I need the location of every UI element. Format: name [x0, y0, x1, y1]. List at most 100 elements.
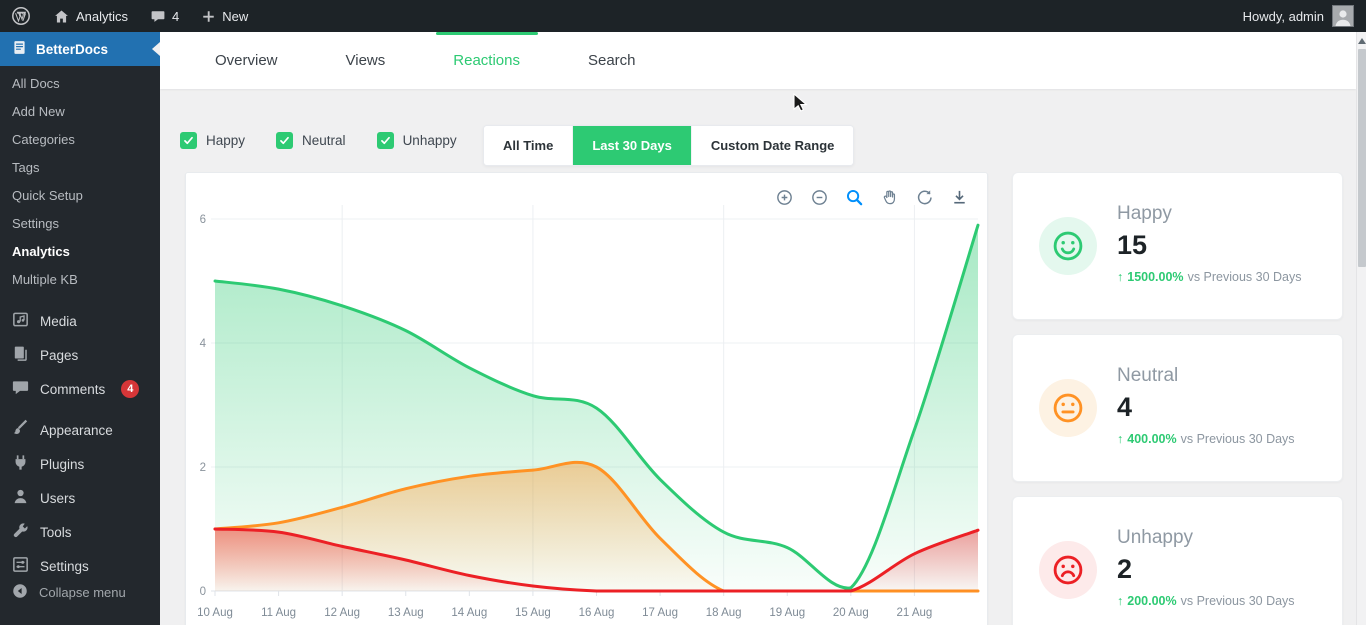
site-name-menu[interactable]: Analytics: [42, 0, 139, 32]
sidebar-item-analytics[interactable]: Analytics: [12, 244, 70, 259]
checkbox-checked-icon: [180, 132, 197, 149]
mouse-cursor: [793, 92, 811, 120]
analytics-tab-bar: Overview Views Reactions Search: [160, 32, 1356, 89]
comments-adminbar-menu[interactable]: 4: [139, 0, 190, 32]
sidebar-item-all-docs[interactable]: All Docs: [12, 76, 60, 91]
sidebar-item-categories[interactable]: Categories: [12, 132, 75, 147]
reactions-chart-panel: 0 2 4 6 10 Aug 11 Aug 12 Aug 13 Aug 14 Aug 15 Aug…: [185, 172, 988, 625]
last-30-days-button[interactable]: Last 30 Days: [573, 126, 692, 165]
sidebar-item-pages[interactable]: Pages: [0, 338, 160, 372]
howdy-menu[interactable]: Howdy, admin: [1231, 0, 1366, 32]
selection-zoom-icon[interactable]: [844, 187, 864, 207]
delta-up-arrow-icon: ↑: [1117, 594, 1124, 608]
sidebar-item-quick-setup[interactable]: Quick Setup: [12, 188, 83, 203]
settings-icon: [11, 555, 30, 577]
tab-reactions[interactable]: Reactions: [435, 32, 538, 89]
wordpress-logo-icon: [11, 6, 31, 26]
card-title: Unhappy: [1117, 527, 1194, 548]
neutral-card: Neutral 4 ↑ 400.00% vs Previous 30 Days: [1012, 334, 1343, 482]
happy-card: Happy 15 ↑ 1500.00% vs Previous 30 Days: [1012, 172, 1343, 320]
comments-count-badge: 4: [121, 380, 140, 398]
card-value: 4: [1117, 392, 1133, 422]
sidebar-item-settings[interactable]: Settings: [0, 549, 160, 583]
reset-zoom-icon[interactable]: [914, 187, 934, 207]
tools-icon: [11, 521, 30, 543]
svg-text:15 Aug: 15 Aug: [515, 607, 551, 619]
sidebar-item-settings-sub[interactable]: Settings: [12, 216, 59, 231]
pages-icon: [11, 344, 30, 366]
site-name-label: Analytics: [76, 8, 129, 24]
chart-toolbar: [774, 187, 969, 207]
sidebar-item-add-new[interactable]: Add New: [12, 104, 65, 119]
new-menu[interactable]: New: [190, 0, 259, 32]
series-line-unhappy: [213, 527, 980, 593]
reaction-stat-cards: Happy 15 ↑ 1500.00% vs Previous 30 Days …: [1012, 172, 1343, 625]
pan-icon[interactable]: [879, 187, 899, 207]
reactions-chart[interactable]: 0 2 4 6 10 Aug 11 Aug 12 Aug 13 Aug 14 Aug 15 Aug…: [186, 173, 989, 625]
avatar: [1332, 5, 1354, 27]
card-title: Happy: [1117, 203, 1172, 224]
howdy-label: Howdy, admin: [1242, 8, 1324, 24]
delta-up-arrow-icon: ↑: [1117, 270, 1124, 284]
svg-text:12 Aug: 12 Aug: [324, 607, 360, 619]
svg-text:13 Aug: 13 Aug: [388, 607, 424, 619]
unhappy-checkbox[interactable]: Unhappy: [376, 132, 457, 149]
new-label: New: [222, 8, 249, 24]
betterdocs-submenu: All Docs Add New Categories Tags Quick S…: [0, 66, 160, 300]
checkbox-checked-icon: [276, 132, 294, 149]
tab-search[interactable]: Search: [587, 52, 636, 69]
sidebar-item-users[interactable]: Users: [0, 481, 160, 515]
sidebar-item-plugins[interactable]: Plugins: [0, 447, 160, 481]
card-value: 2: [1117, 554, 1133, 584]
plus-icon: [201, 9, 216, 24]
sidebar-item-media[interactable]: Media: [0, 304, 160, 338]
zoom-out-icon[interactable]: [809, 187, 829, 207]
media-icon: [11, 310, 30, 332]
svg-text:21 Aug: 21 Aug: [897, 607, 933, 619]
delta-up-arrow-icon: ↑: [1117, 432, 1124, 446]
admin-sidebar: BetterDocs All Docs Add New Categories T…: [0, 32, 160, 625]
svg-text:6: 6: [200, 214, 206, 226]
date-range-group: All Time Last 30 Days Custom Date Range: [483, 125, 855, 166]
sidebar-item-tags[interactable]: Tags: [12, 160, 40, 175]
happy-checkbox[interactable]: Happy: [180, 132, 245, 149]
card-value: 15: [1117, 230, 1148, 260]
checkbox-checked-icon: [376, 132, 394, 149]
scrollbar-up-arrow[interactable]: [1357, 36, 1366, 46]
svg-text:4: 4: [200, 338, 207, 350]
betterdocs-label: BetterDocs: [36, 41, 109, 57]
happy-face-icon: [1039, 217, 1097, 275]
plugins-icon: [11, 453, 30, 475]
series-area-unhappy: [215, 529, 978, 591]
tab-overview[interactable]: Overview: [215, 52, 278, 69]
neutral-face-icon: [1039, 379, 1097, 437]
svg-text:2: 2: [200, 462, 206, 474]
svg-text:16 Aug: 16 Aug: [579, 607, 615, 619]
card-delta: ↑ 1500.00% vs Previous 30 Days: [1117, 270, 1302, 284]
scrollbar-thumb[interactable]: [1358, 49, 1366, 267]
page-scrollbar: [1356, 32, 1366, 625]
wp-logo-menu[interactable]: [0, 0, 42, 32]
zoom-in-icon[interactable]: [774, 187, 794, 207]
svg-text:10 Aug: 10 Aug: [197, 607, 233, 619]
sidebar-item-comments[interactable]: Comments 4: [0, 372, 160, 406]
sidebar-item-multiple-kb[interactable]: Multiple KB: [12, 272, 78, 287]
sidebar-collapse-menu[interactable]: Collapse menu: [0, 577, 160, 607]
card-delta: ↑ 400.00% vs Previous 30 Days: [1117, 432, 1295, 446]
neutral-checkbox[interactable]: Neutral: [276, 132, 346, 149]
custom-date-range-button[interactable]: Custom Date Range: [691, 126, 854, 165]
download-icon[interactable]: [949, 187, 969, 207]
unhappy-card: Unhappy 2 ↑ 200.00% vs Previous 30 Days: [1012, 496, 1343, 625]
svg-text:18 Aug: 18 Aug: [706, 607, 742, 619]
tab-views[interactable]: Views: [345, 52, 386, 69]
svg-text:0: 0: [200, 586, 206, 598]
sidebar-item-betterdocs[interactable]: BetterDocs: [0, 32, 160, 66]
users-icon: [11, 487, 30, 509]
svg-text:19 Aug: 19 Aug: [769, 607, 805, 619]
all-time-button[interactable]: All Time: [484, 126, 574, 165]
sidebar-item-appearance[interactable]: Appearance: [0, 413, 160, 447]
active-tab-indicator: [435, 32, 538, 35]
unhappy-face-icon: [1039, 541, 1097, 599]
sidebar-item-tools[interactable]: Tools: [0, 515, 160, 549]
